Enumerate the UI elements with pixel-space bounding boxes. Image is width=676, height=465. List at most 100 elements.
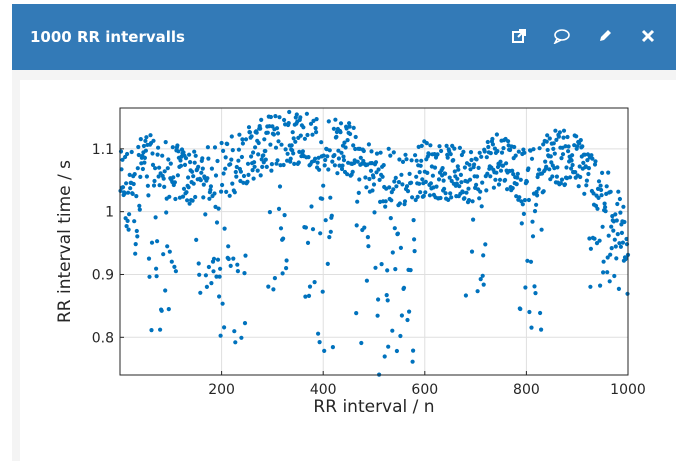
- data-point: [427, 193, 432, 198]
- data-point: [440, 166, 445, 171]
- y-tick-label: 1.1: [92, 142, 114, 158]
- data-point: [364, 278, 369, 283]
- data-point: [317, 167, 322, 172]
- data-point: [325, 261, 330, 266]
- data-point: [370, 188, 375, 193]
- data-point: [368, 168, 374, 173]
- close-icon[interactable]: [636, 24, 660, 48]
- data-point: [413, 153, 418, 158]
- data-point: [280, 271, 285, 276]
- data-point: [241, 180, 246, 185]
- data-point: [439, 148, 444, 154]
- data-point: [547, 136, 552, 141]
- data-point: [296, 160, 301, 165]
- data-point: [568, 175, 573, 180]
- data-point: [207, 196, 212, 201]
- data-point: [282, 213, 287, 218]
- data-point: [456, 167, 461, 172]
- data-point: [341, 158, 347, 163]
- data-point: [175, 173, 180, 178]
- data-point: [131, 181, 136, 187]
- data-point: [390, 328, 395, 333]
- data-point: [586, 171, 591, 177]
- data-point: [486, 144, 491, 150]
- data-point: [281, 236, 286, 241]
- data-point: [495, 149, 500, 154]
- data-point: [402, 199, 408, 204]
- data-point: [120, 157, 125, 162]
- data-point: [230, 148, 235, 153]
- data-point: [338, 130, 343, 135]
- data-point: [343, 145, 348, 150]
- data-point: [417, 170, 422, 175]
- data-point: [350, 169, 355, 174]
- data-point: [464, 190, 469, 195]
- data-point: [479, 154, 484, 159]
- comment-icon[interactable]: [550, 24, 574, 48]
- data-point: [466, 198, 472, 203]
- data-point: [186, 175, 191, 180]
- data-point: [167, 194, 172, 199]
- y-tick-label: 1: [105, 205, 114, 221]
- data-point: [320, 289, 325, 294]
- data-point: [241, 173, 247, 179]
- data-point: [537, 167, 542, 172]
- data-point: [314, 117, 319, 122]
- data-point: [356, 190, 361, 195]
- data-point: [330, 345, 335, 350]
- data-point: [176, 149, 181, 154]
- data-point: [361, 148, 366, 154]
- data-point: [591, 191, 596, 196]
- data-point: [366, 244, 371, 249]
- data-point: [123, 154, 128, 160]
- data-point: [601, 270, 606, 275]
- data-point: [565, 134, 570, 140]
- data-point: [206, 264, 211, 270]
- data-point: [592, 162, 598, 167]
- data-point: [613, 212, 618, 217]
- data-point: [561, 135, 566, 140]
- data-point: [132, 172, 137, 177]
- data-point: [392, 179, 397, 184]
- data-point: [388, 153, 393, 158]
- data-point: [269, 168, 274, 173]
- pencil-icon[interactable]: [593, 24, 617, 48]
- data-point: [345, 138, 350, 143]
- data-point: [379, 262, 384, 267]
- data-point: [127, 172, 132, 177]
- x-tick-label: 1000: [610, 382, 646, 398]
- data-point: [173, 269, 178, 274]
- data-point: [175, 143, 180, 148]
- data-point: [524, 179, 529, 184]
- data-point: [394, 184, 399, 189]
- data-point: [363, 175, 368, 180]
- data-point: [423, 179, 428, 184]
- data-point: [135, 234, 140, 239]
- data-point: [469, 157, 474, 163]
- data-point: [290, 130, 295, 135]
- data-point: [400, 159, 406, 164]
- data-point: [515, 175, 520, 180]
- data-point: [348, 131, 353, 137]
- data-point: [485, 139, 490, 145]
- data-point: [445, 155, 450, 160]
- data-point: [181, 186, 187, 191]
- external-link-icon[interactable]: [507, 24, 531, 48]
- data-point: [326, 167, 331, 172]
- data-point: [616, 286, 622, 291]
- scatter-chart: 200 400 600 800 1000 0.8 0.9 1 1.1 RR interval /…: [55, 107, 646, 417]
- data-point: [616, 189, 621, 194]
- data-point: [162, 169, 167, 174]
- data-point: [120, 185, 126, 190]
- data-point: [563, 144, 568, 149]
- data-point: [484, 188, 489, 193]
- data-point: [605, 270, 610, 275]
- data-point: [327, 148, 332, 153]
- data-point: [137, 207, 142, 212]
- data-point: [228, 162, 233, 167]
- data-point: [209, 281, 214, 286]
- data-point: [578, 174, 583, 180]
- data-point: [383, 204, 388, 209]
- data-point: [515, 171, 520, 176]
- data-point: [424, 141, 429, 146]
